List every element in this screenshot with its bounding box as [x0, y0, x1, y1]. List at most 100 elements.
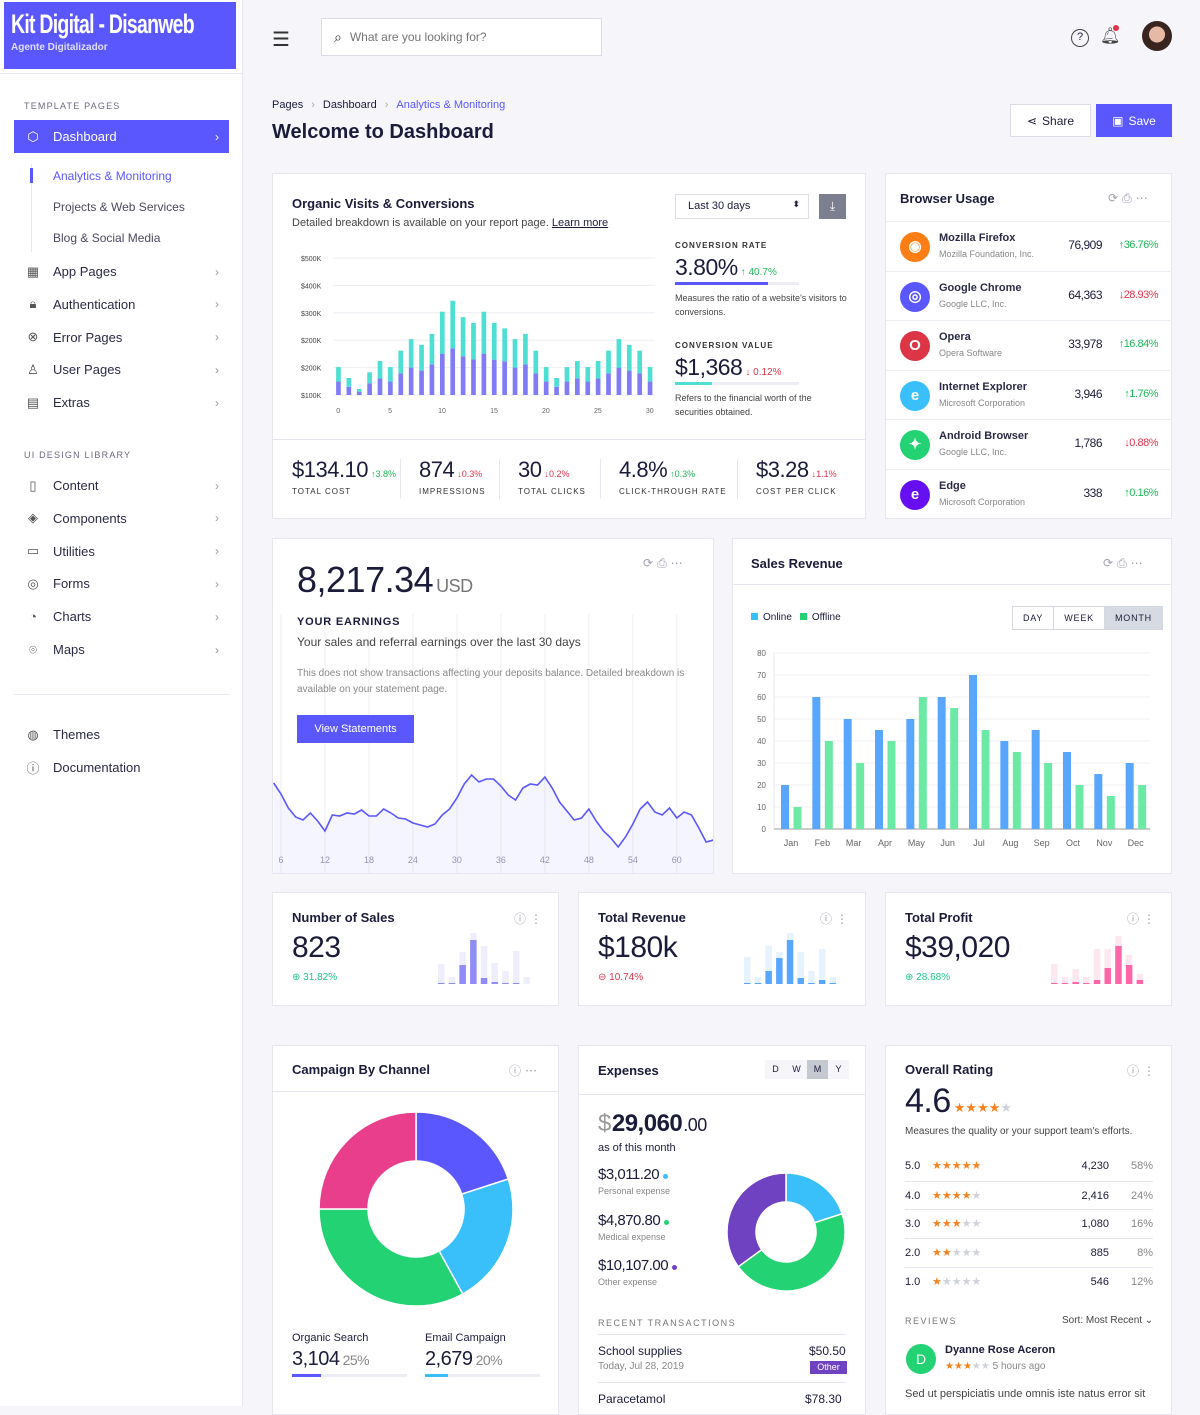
date-range-select[interactable]: Last 30 days ⬍ [675, 194, 809, 219]
search-input[interactable] [349, 30, 580, 44]
donut-slice-1 [737, 1212, 845, 1291]
browser-row[interactable]: e Edge Microsoft Corporation 338 ↑0.16% [886, 468, 1172, 519]
y-tick-label: 10 [757, 803, 766, 812]
card-tools[interactable]: ⓘ⋯ [509, 1062, 541, 1079]
date-range-value: Last 30 days [688, 200, 751, 212]
sidebar-item-app-pages[interactable]: ▦ App Pages › [14, 255, 229, 288]
mini-bar [1136, 980, 1144, 984]
sidebar-item-extras[interactable]: ▤ Extras › [14, 386, 229, 419]
view-statements-button[interactable]: View Statements [297, 715, 414, 743]
period-y[interactable]: Y [828, 1060, 849, 1079]
mini-bar-bg [818, 949, 826, 984]
sidebar-item-content[interactable]: ▯ Content › [14, 469, 229, 502]
bar-offline-mar [856, 763, 865, 829]
sidebar-item-maps[interactable]: ⌾ Maps › [14, 633, 229, 666]
legend-item[interactable]: Offline [799, 612, 841, 623]
download-button[interactable]: ⤓ [819, 194, 846, 219]
browser-company: Google LLC, Inc. [939, 447, 1007, 457]
period-week[interactable]: WEEK [1053, 607, 1104, 629]
lock-icon: 🔒︎ [29, 296, 37, 312]
period-w[interactable]: W [786, 1060, 807, 1079]
book-icon: ▯ [29, 477, 37, 493]
sort-dropdown[interactable]: Sort: Most Recent ⌄ [1062, 1315, 1154, 1326]
sidebar-item-user-pages[interactable]: ♙ User Pages › [14, 353, 229, 386]
rating-row-score: 4.0 [905, 1189, 921, 1202]
mini-bar [470, 940, 477, 984]
breadcrumb-dashboard[interactable]: Dashboard [322, 99, 377, 111]
review-time: 5 hours ago [992, 1361, 1046, 1372]
sidebar-item-components[interactable]: ◈ Components › [14, 502, 229, 535]
transaction-name[interactable]: School supplies [598, 1344, 683, 1358]
search-bar[interactable]: ⌕ [321, 18, 602, 56]
sidebar-item-authentication[interactable]: 🔒︎ Authentication › [14, 288, 229, 321]
period-month[interactable]: MONTH [1103, 607, 1162, 629]
browser-change: ↓0.88% [1124, 437, 1158, 449]
rating-row: 5.0 ★★★★★ 4,230 58% [905, 1152, 1153, 1181]
sidebar-subitem-projects[interactable]: Projects & Web Services [53, 200, 185, 214]
sidebar-item-themes[interactable]: ◍ Themes [14, 718, 229, 751]
sidebar-item-charts[interactable]: ◔ Charts › [14, 600, 229, 633]
period-m[interactable]: M [807, 1060, 828, 1079]
period-day[interactable]: DAY [1013, 607, 1054, 629]
bar-offline-jan [793, 807, 802, 829]
period-d[interactable]: D [765, 1060, 786, 1079]
bar-teal-5 [388, 367, 393, 382]
sidebar-item-error-pages[interactable]: ⊗ Error Pages › [14, 321, 229, 354]
card-tools[interactable]: ⟳⎙⋯ [643, 556, 687, 571]
help-icon[interactable]: ? [1071, 29, 1089, 47]
mini-bar-chart [438, 933, 531, 984]
browser-row[interactable]: ◎ Google Chrome Google LLC, Inc. 64,363 ↓28.… [886, 270, 1172, 321]
x-tick-label: Nov [1096, 838, 1113, 848]
sidebar-item-label: Content [53, 478, 99, 493]
avatar[interactable] [1142, 21, 1172, 51]
learn-more-link[interactable]: Learn more [551, 217, 609, 229]
card-tools[interactable]: ⓘ⋮ [1127, 910, 1159, 927]
bar-online-oct [1063, 752, 1071, 829]
legend-item[interactable]: Online [751, 612, 792, 623]
card-tools[interactable]: ⓘ⋮ [514, 910, 546, 927]
rating-row-score: 5.0 [905, 1160, 921, 1172]
card-tools[interactable]: ⟳⎙⋯ [1103, 556, 1147, 571]
bar-offline-jun [950, 708, 959, 829]
sidebar-item-documentation[interactable]: ⓘ Documentation [14, 751, 229, 784]
sidebar-item-utilities[interactable]: ▭ Utilities › [14, 535, 229, 568]
y-tick-label: $300K [301, 311, 322, 318]
reviewer-name[interactable]: Dyanne Rose Aceron [945, 1344, 1056, 1356]
breadcrumb-pages[interactable]: Pages [272, 99, 304, 111]
transaction-name[interactable]: Paracetamol [598, 1392, 666, 1406]
save-button[interactable]: ▣ Save [1096, 104, 1172, 137]
brand-logo[interactable]: Kit Digital - Disanweb Agente Digitaliza… [4, 2, 236, 69]
sidebar-subitem-analytics[interactable]: Analytics & Monitoring [53, 169, 172, 183]
card-tools[interactable]: ⟳⎙⋯ [1108, 191, 1152, 206]
card-tools[interactable]: ⓘ⋮ [820, 910, 852, 927]
bar-purple-24 [585, 381, 591, 395]
x-tick-label: 25 [594, 408, 602, 415]
share-button[interactable]: ⋖ Share [1010, 104, 1091, 137]
sidebar-subitem-blog[interactable]: Blog & Social Media [53, 231, 161, 245]
y-tick-label: 40 [757, 737, 766, 746]
more-icon: ⋯ [525, 1064, 542, 1078]
x-tick-label: 10 [438, 408, 446, 415]
browser-row[interactable]: e Internet Explorer Microsoft Corporation 3… [886, 369, 1172, 420]
section-label: TEMPLATE PAGES [24, 101, 121, 111]
bar-purple-12 [460, 356, 466, 395]
browser-row[interactable]: ✦ Android Browser Google LLC, Inc. 1,786 ↓0.… [886, 419, 1172, 469]
bell-icon[interactable]: 🔔︎ [1100, 28, 1121, 45]
organic-visits-chart: $500K $400K $300K $200K $200K $100K 0 5 10 15 20 25… [301, 256, 655, 415]
menu-icon[interactable]: ☰ [272, 29, 290, 51]
mini-bar-bg [1083, 977, 1090, 984]
x-tick-label: 15 [490, 408, 498, 415]
browser-row[interactable]: ◉ Mozilla Firefox Mozilla Foundation, Inc.… [886, 221, 1172, 271]
sidebar-item-forms[interactable]: ◎ Forms › [14, 567, 229, 600]
bar-purple-10 [439, 353, 445, 395]
browser-row[interactable]: O Opera Opera Software 33,978 ↑16.84% [886, 320, 1172, 370]
card-tools[interactable]: ⓘ⋮ [1127, 1062, 1159, 1079]
sidebar-item-dashboard[interactable]: ⬡ Dashboard › [14, 120, 229, 153]
expense-value: $10,107.00 [598, 1257, 669, 1274]
card-description: Detailed breakdown is available on your … [292, 217, 549, 229]
y-tick-label: $100K [301, 393, 322, 400]
mini-stat-card: Total Profit ⓘ⋮ $39,020 ⊕ 28.68% [885, 892, 1172, 1006]
organic-visits-card: Organic Visits & Conversions Detailed br… [272, 173, 866, 519]
layers-icon: ◈ [28, 510, 38, 526]
